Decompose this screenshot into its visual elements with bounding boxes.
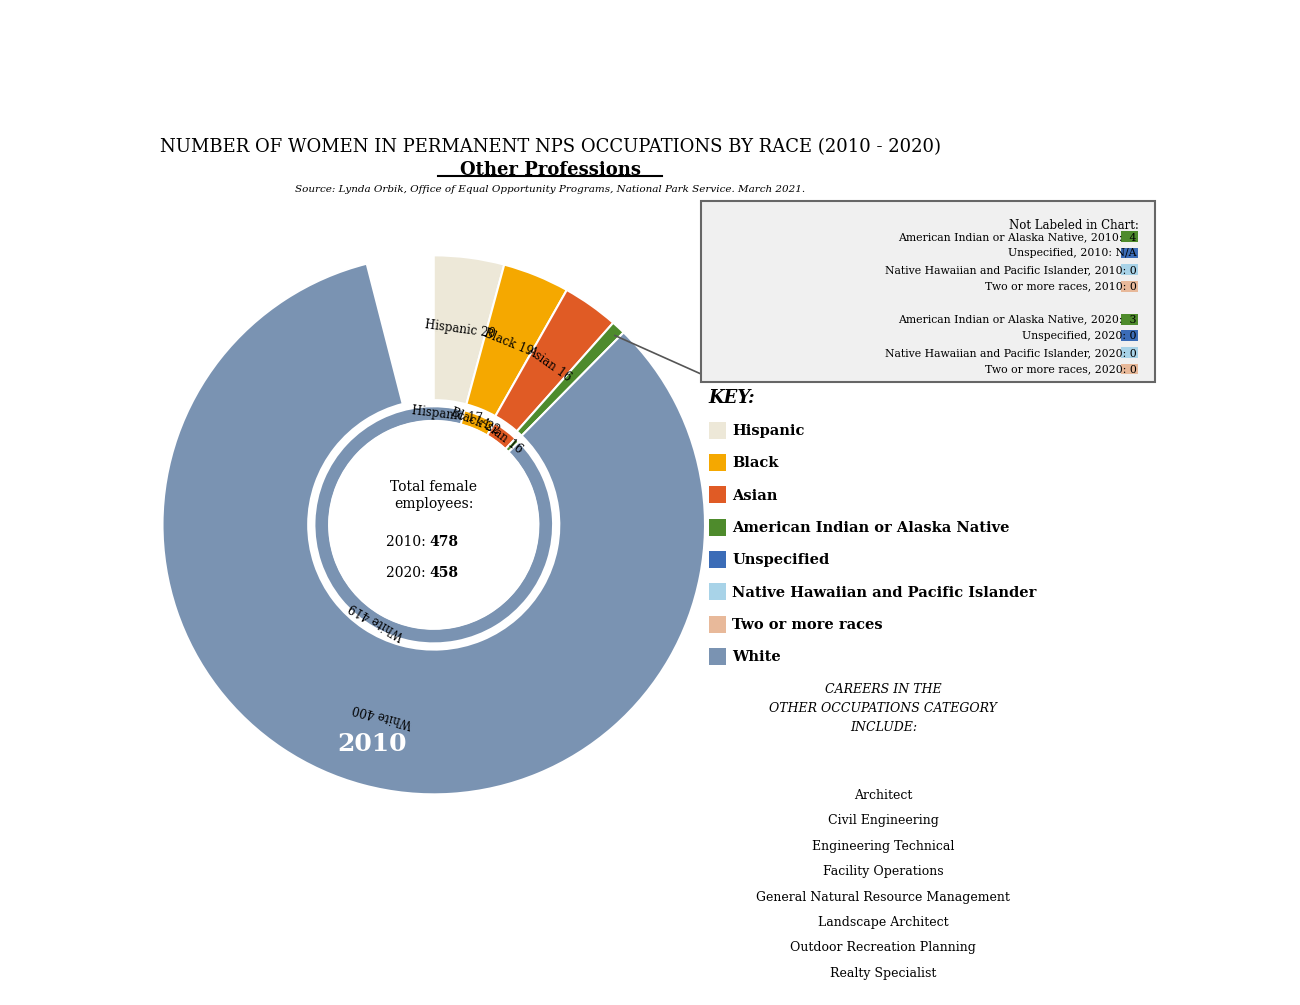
Text: 2020:: 2020: bbox=[386, 566, 430, 580]
Text: 458: 458 bbox=[430, 566, 459, 580]
Text: American Indian or Alaska Native, 2020:  3: American Indian or Alaska Native, 2020: … bbox=[898, 315, 1136, 325]
Text: Hispanic: Hispanic bbox=[732, 424, 805, 438]
Text: Landscape Architect: Landscape Architect bbox=[818, 916, 949, 929]
FancyBboxPatch shape bbox=[708, 519, 725, 536]
FancyBboxPatch shape bbox=[1121, 347, 1139, 358]
FancyBboxPatch shape bbox=[1121, 331, 1139, 342]
Wedge shape bbox=[315, 406, 552, 643]
Text: Asian 16: Asian 16 bbox=[524, 344, 573, 384]
Text: Two or more races, 2010: 0: Two or more races, 2010: 0 bbox=[985, 281, 1136, 291]
Text: Two or more races: Two or more races bbox=[732, 618, 883, 632]
Wedge shape bbox=[162, 263, 705, 794]
FancyBboxPatch shape bbox=[1121, 314, 1139, 325]
Text: 2010:: 2010: bbox=[386, 535, 430, 549]
Text: Unspecified, 2010: N/A: Unspecified, 2010: N/A bbox=[1009, 248, 1136, 258]
Text: Civil Engineering: Civil Engineering bbox=[828, 814, 939, 827]
Text: Hispanic 20: Hispanic 20 bbox=[424, 319, 495, 341]
FancyBboxPatch shape bbox=[1121, 264, 1139, 275]
Wedge shape bbox=[434, 255, 504, 404]
FancyBboxPatch shape bbox=[708, 551, 725, 568]
Text: White 419: White 419 bbox=[347, 600, 407, 642]
Text: Hispanic 17: Hispanic 17 bbox=[411, 404, 482, 425]
Text: CAREERS IN THE
OTHER OCCUPATIONS CATEGORY
INCLUDE:: CAREERS IN THE OTHER OCCUPATIONS CATEGOR… bbox=[770, 682, 997, 734]
FancyBboxPatch shape bbox=[708, 616, 725, 633]
Text: Realty Specialist: Realty Specialist bbox=[831, 967, 936, 980]
Wedge shape bbox=[517, 323, 624, 436]
FancyBboxPatch shape bbox=[1121, 231, 1139, 242]
Text: White 400: White 400 bbox=[351, 700, 413, 730]
Text: Architect: Architect bbox=[854, 789, 913, 802]
Text: Not Labeled in Chart:: Not Labeled in Chart: bbox=[1009, 219, 1139, 232]
Wedge shape bbox=[506, 438, 519, 452]
FancyBboxPatch shape bbox=[1121, 364, 1139, 374]
Text: American Indian or Alaska Native, 2010:  4: American Indian or Alaska Native, 2010: … bbox=[898, 232, 1136, 242]
Text: Asian 16: Asian 16 bbox=[477, 415, 525, 456]
Wedge shape bbox=[467, 264, 567, 416]
FancyBboxPatch shape bbox=[708, 486, 725, 504]
Text: Asian: Asian bbox=[732, 488, 777, 502]
Text: Facility Operations: Facility Operations bbox=[823, 865, 944, 878]
FancyBboxPatch shape bbox=[701, 201, 1154, 382]
Text: Outdoor Recreation Planning: Outdoor Recreation Planning bbox=[790, 942, 976, 955]
FancyBboxPatch shape bbox=[708, 648, 725, 665]
Wedge shape bbox=[434, 406, 462, 424]
Text: NUMBER OF WOMEN IN PERMANENT NPS OCCUPATIONS BY RACE (2010 - 2020): NUMBER OF WOMEN IN PERMANENT NPS OCCUPAT… bbox=[160, 139, 940, 157]
Wedge shape bbox=[458, 409, 494, 435]
Text: Other Professions: Other Professions bbox=[459, 162, 641, 180]
Text: Two or more races, 2020: 0: Two or more races, 2020: 0 bbox=[985, 364, 1136, 374]
FancyBboxPatch shape bbox=[708, 583, 725, 600]
Text: Engineering Technical: Engineering Technical bbox=[812, 840, 954, 853]
Text: Black 19: Black 19 bbox=[482, 327, 536, 358]
Text: White: White bbox=[732, 650, 781, 664]
Text: Black 22: Black 22 bbox=[450, 406, 502, 437]
Text: 478: 478 bbox=[430, 535, 459, 549]
Text: Native Hawaiian and Pacific Islander: Native Hawaiian and Pacific Islander bbox=[732, 586, 1036, 600]
Wedge shape bbox=[495, 290, 614, 431]
Text: Total female
employees:: Total female employees: bbox=[390, 480, 477, 511]
Text: Native Hawaiian and Pacific Islander, 2020: 0: Native Hawaiian and Pacific Islander, 20… bbox=[885, 348, 1136, 358]
Text: 2020: 2020 bbox=[384, 825, 452, 848]
Text: Black: Black bbox=[732, 456, 779, 470]
Circle shape bbox=[329, 421, 538, 629]
Text: Source: Lynda Orbik, Office of Equal Opportunity Programs, National Park Service: Source: Lynda Orbik, Office of Equal Opp… bbox=[295, 185, 805, 194]
Text: American Indian or Alaska Native: American Indian or Alaska Native bbox=[732, 521, 1010, 535]
Text: 2010: 2010 bbox=[337, 733, 407, 757]
FancyBboxPatch shape bbox=[708, 422, 725, 438]
Text: KEY:: KEY: bbox=[708, 389, 755, 407]
Wedge shape bbox=[488, 423, 516, 449]
Text: Native Hawaiian and Pacific Islander, 2010: 0: Native Hawaiian and Pacific Islander, 20… bbox=[885, 265, 1136, 275]
Text: General Natural Resource Management: General Natural Resource Management bbox=[757, 890, 1010, 903]
FancyBboxPatch shape bbox=[708, 454, 725, 471]
Text: Unspecified, 2020: 0: Unspecified, 2020: 0 bbox=[1022, 332, 1136, 342]
FancyBboxPatch shape bbox=[1121, 247, 1139, 258]
FancyBboxPatch shape bbox=[1121, 280, 1139, 291]
Text: Unspecified: Unspecified bbox=[732, 554, 829, 567]
